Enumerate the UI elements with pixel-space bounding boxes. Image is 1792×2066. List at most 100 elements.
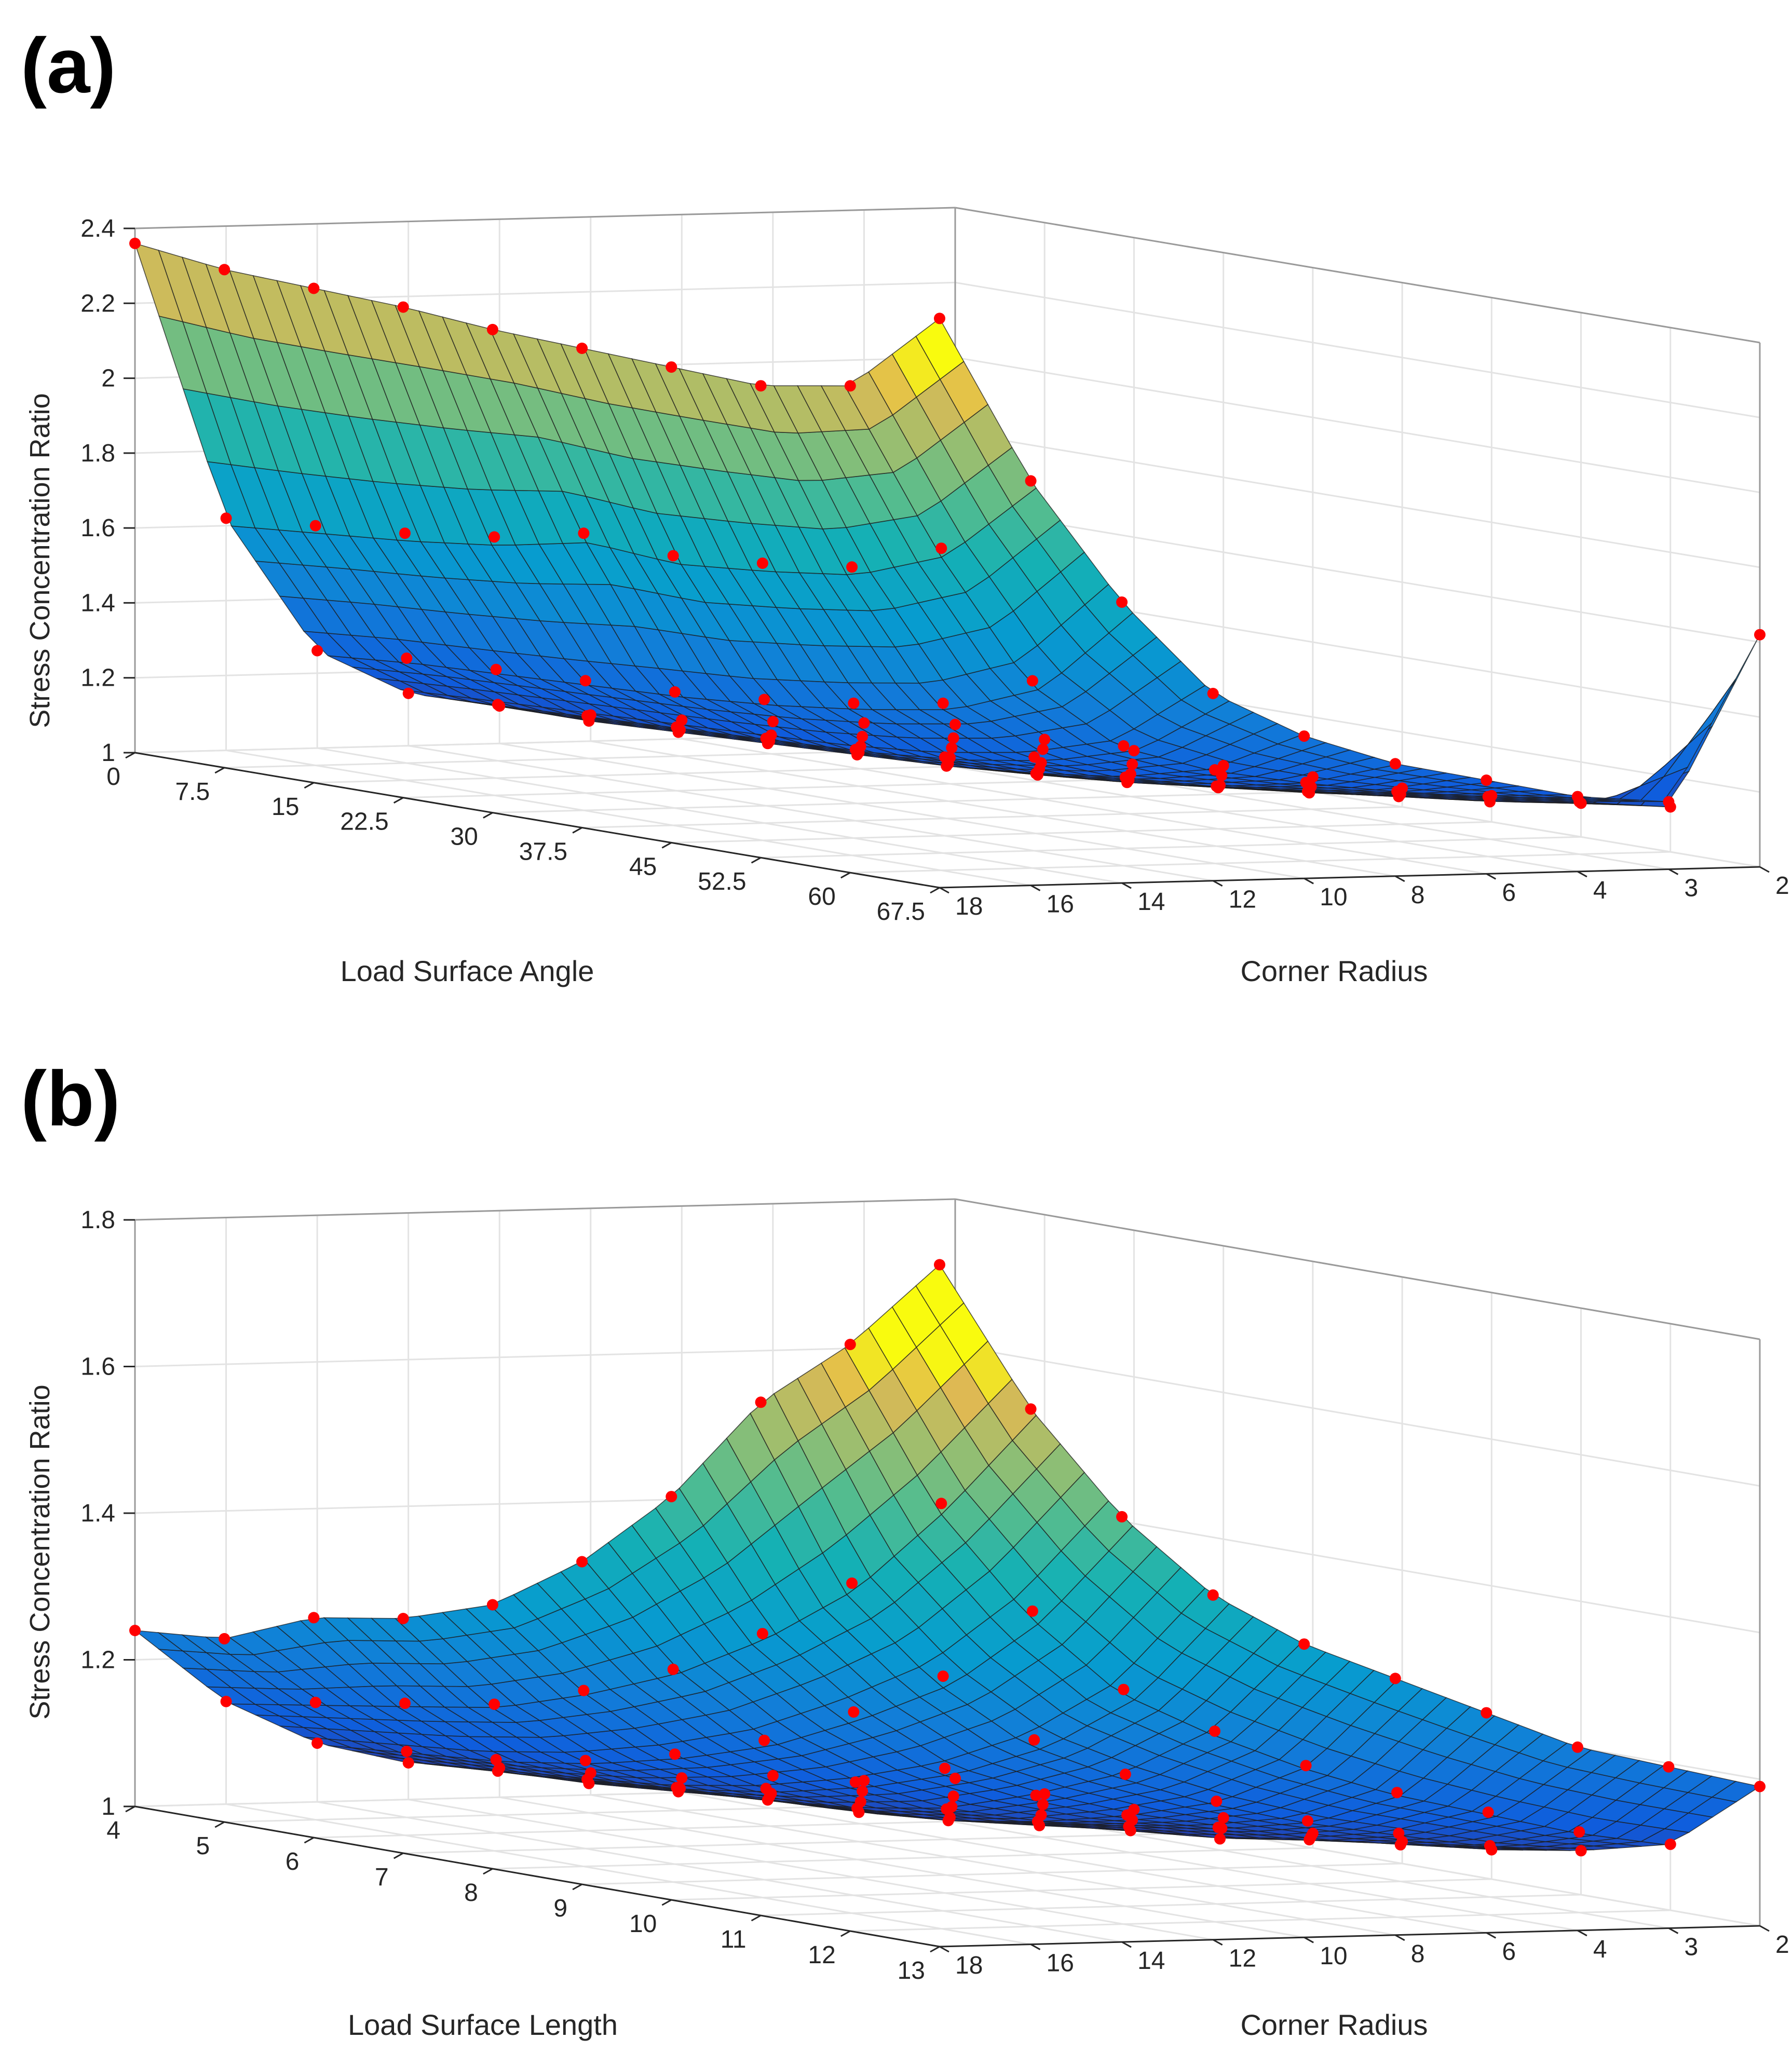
data-point — [399, 527, 411, 539]
y-tick-label: 12 — [1229, 1945, 1256, 1973]
data-point — [1482, 1806, 1494, 1818]
data-point — [1305, 781, 1317, 793]
y-tick-label: 3 — [1684, 874, 1698, 902]
panel-b: 1 1.2 1.4 1.6 1.8 4 5 6 7 8 9 10 11 12 13 2 3 4 6 8 10 12 14 16… — [0, 1033, 1792, 2066]
grid-line — [955, 1345, 1760, 1487]
data-point — [579, 675, 591, 687]
y-tick — [1759, 866, 1770, 873]
data-point — [858, 1775, 870, 1787]
data-point — [576, 1556, 588, 1568]
data-point — [949, 1772, 961, 1784]
axis-line — [134, 1198, 956, 1221]
grid-line — [582, 1863, 1403, 1885]
axis-line — [955, 1198, 1760, 1340]
data-point — [1037, 1799, 1049, 1811]
x-axis-label: Load Surface Angle — [341, 955, 594, 987]
y-tick-label: 18 — [955, 1952, 983, 1979]
data-point — [220, 1695, 232, 1707]
y-tick — [1577, 1929, 1587, 1937]
data-point — [129, 237, 141, 249]
x-tick-label: 4 — [106, 1817, 120, 1844]
x-tick — [751, 857, 762, 864]
data-point — [858, 717, 870, 729]
data-point — [402, 687, 414, 699]
data-point — [939, 1762, 951, 1774]
y-tick — [1668, 868, 1679, 875]
x-tick-label: 8 — [464, 1879, 478, 1907]
data-point — [1486, 790, 1498, 801]
grid-line — [671, 1878, 1492, 1901]
grid-line — [408, 1799, 1213, 1941]
data-point — [494, 700, 506, 712]
data-point — [1116, 596, 1128, 608]
x-tick-label: 52.5 — [698, 868, 746, 895]
y-tick — [1304, 1936, 1314, 1943]
z-tick-label: 1.6 — [80, 1353, 115, 1381]
data-point — [944, 1812, 956, 1823]
data-point — [669, 686, 681, 698]
data-point — [1217, 1812, 1229, 1824]
data-point — [755, 1396, 767, 1408]
z-axis-label: Stress Concentration Ratio — [24, 393, 56, 728]
y-tick-label: 6 — [1502, 879, 1516, 906]
grid-line — [682, 738, 1487, 875]
grid-line — [955, 431, 1760, 568]
data-point — [767, 1770, 779, 1782]
data-point — [756, 1628, 768, 1640]
axis-line — [955, 207, 1760, 344]
grid-line — [499, 1796, 1305, 1938]
y-tick-label: 14 — [1137, 1947, 1165, 1975]
data-point — [844, 380, 856, 392]
data-point — [669, 1748, 681, 1760]
x-tick — [661, 1899, 672, 1906]
data-point — [1298, 1638, 1310, 1650]
z-tick-label: 1.4 — [80, 1500, 115, 1527]
data-point — [666, 361, 677, 373]
data-point — [676, 714, 688, 726]
x-tick-label: 60 — [808, 883, 835, 910]
data-point — [758, 1734, 770, 1746]
x-tick-label: 9 — [553, 1895, 567, 1922]
data-point — [947, 1790, 959, 1802]
data-point — [934, 1259, 945, 1271]
grid-line — [134, 1345, 956, 1367]
data-point — [1216, 769, 1228, 781]
data-point — [488, 531, 500, 543]
z-tick-label: 1.6 — [80, 514, 115, 542]
data-point — [854, 1796, 866, 1807]
y-tick — [1395, 1934, 1405, 1941]
y-tick-label: 6 — [1502, 1938, 1516, 1965]
data-point — [755, 380, 767, 392]
data-point — [857, 1785, 868, 1797]
x-tick — [840, 872, 851, 879]
y-tick-label: 16 — [1047, 1950, 1074, 1977]
data-point — [949, 718, 961, 730]
y-tick-label: 8 — [1411, 881, 1425, 909]
grid-line — [317, 1801, 1122, 1943]
y-tick — [1212, 880, 1223, 887]
y-tick — [1212, 1939, 1223, 1946]
z-tick-label: 2 — [101, 365, 115, 392]
data-point — [674, 1783, 686, 1795]
grid-line — [403, 776, 1224, 799]
surface-patch — [915, 1264, 965, 1326]
data-point — [1034, 1819, 1046, 1831]
grid-line — [671, 821, 1492, 844]
grid-line — [408, 745, 1213, 882]
data-point — [944, 752, 956, 764]
x-tick — [483, 1868, 493, 1875]
data-point — [765, 729, 777, 741]
data-point — [486, 323, 498, 335]
x-tick — [125, 752, 135, 759]
data-point — [946, 742, 958, 754]
data-point — [1124, 1825, 1136, 1837]
x-tick — [751, 1914, 762, 1922]
grid-line — [317, 747, 1122, 884]
x-tick-label: 7 — [375, 1864, 389, 1891]
y-tick-label: 4 — [1593, 1936, 1607, 1963]
data-point — [1396, 1836, 1408, 1847]
grid-line — [226, 750, 1031, 887]
grid-line — [499, 742, 1305, 879]
x-tick-label: 45 — [629, 853, 657, 880]
surface-patch — [1712, 634, 1760, 713]
